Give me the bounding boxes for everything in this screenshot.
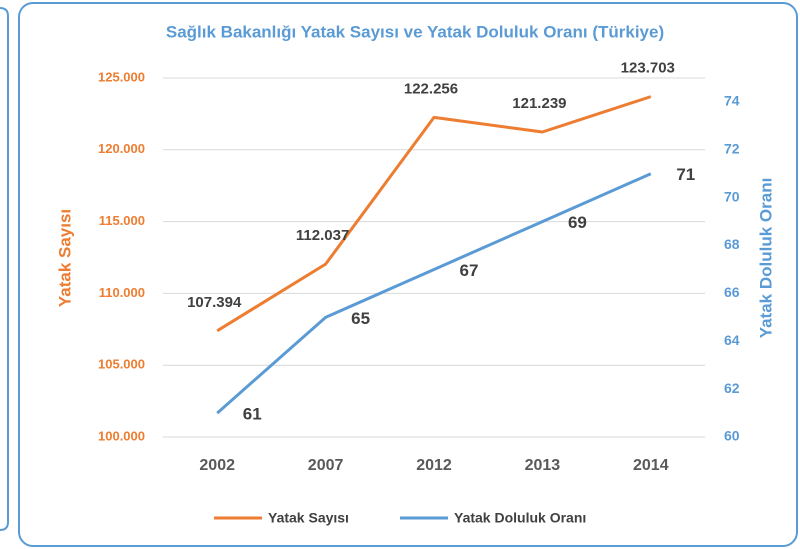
y-axis-title: Yatak Sayısı — [55, 209, 74, 307]
x-tick-label: 2012 — [416, 457, 452, 474]
data-label: 123.703 — [621, 60, 675, 77]
data-label: 61 — [243, 405, 262, 424]
data-label: 69 — [568, 213, 587, 232]
y-tick-label: 120.000 — [98, 141, 145, 156]
data-label: 121.239 — [512, 95, 566, 112]
y-tick-label: 115.000 — [99, 213, 145, 228]
y2-tick-label: 62 — [724, 380, 740, 396]
y-tick-label: 110.000 — [99, 285, 145, 300]
x-tick-label: 2007 — [308, 457, 344, 474]
neighbor-frame — [0, 7, 9, 531]
y2-tick-label: 70 — [724, 188, 740, 204]
x-tick-label: 2014 — [633, 457, 669, 474]
y2-tick-label: 74 — [724, 93, 740, 109]
legend-label: Yatak Sayısı — [268, 510, 349, 526]
chart-title: Sağlık Bakanlığı Yatak Sayısı ve Yatak D… — [166, 22, 664, 41]
data-label: 122.256 — [404, 80, 458, 97]
series-line — [216, 172, 652, 415]
data-label: 71 — [676, 165, 695, 184]
y-tick-label: 100.000 — [98, 428, 145, 443]
y2-axis-title: Yatak Doluluk Oranı — [756, 178, 775, 339]
chart-frame — [18, 2, 798, 547]
y2-tick-label: 68 — [724, 236, 740, 252]
y-tick-label: 105.000 — [98, 357, 145, 372]
data-label: 107.394 — [187, 294, 242, 311]
data-label: 67 — [460, 261, 479, 280]
y2-tick-label: 64 — [724, 332, 740, 348]
series-line — [216, 95, 652, 333]
y2-tick-label: 60 — [724, 428, 740, 444]
data-label: 112.037 — [296, 227, 349, 244]
x-tick-label: 2013 — [525, 457, 561, 474]
y-tick-label: 125.000 — [98, 69, 145, 84]
x-tick-label: 2002 — [199, 457, 235, 474]
data-label: 65 — [351, 309, 370, 328]
y2-tick-label: 66 — [724, 284, 740, 300]
legend-label: Yatak Doluluk Oranı — [454, 510, 586, 526]
y2-tick-label: 72 — [724, 141, 740, 157]
